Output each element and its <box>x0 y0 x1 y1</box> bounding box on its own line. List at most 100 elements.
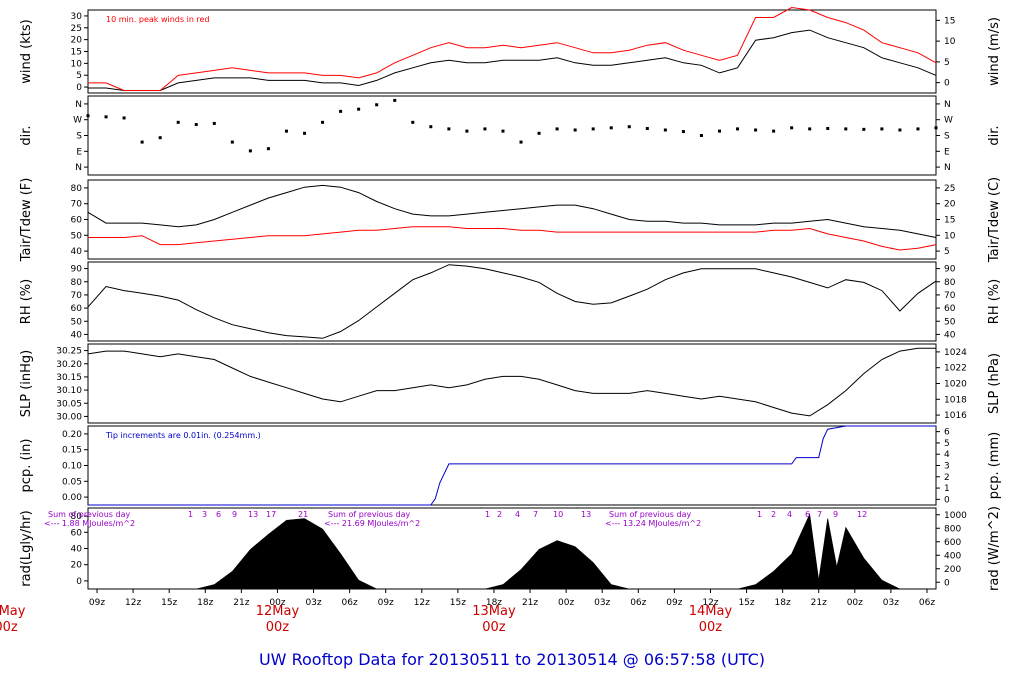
y-axis-label-left: Tair/Tdew (F) <box>19 178 34 263</box>
y-tick-label: 15 <box>71 48 82 58</box>
y-axis-label-right: rad (W/m^2) <box>987 506 1002 591</box>
y-tick-label: 30.05 <box>56 399 82 409</box>
data-point <box>429 125 433 129</box>
x-tick-label: 21z <box>811 598 827 608</box>
y-axis-label-right: SLP (hPa) <box>987 353 1002 414</box>
y-tick-label-right: 80 <box>944 278 956 288</box>
y-tick-label-right: 0 <box>944 495 950 505</box>
y-tick-label: 60 <box>71 304 83 314</box>
data-point <box>266 147 270 151</box>
data-point <box>844 127 848 131</box>
data-point <box>321 120 325 124</box>
y-tick-label-right: 1020 <box>944 380 967 390</box>
data-point <box>627 125 631 129</box>
data-point <box>86 114 90 118</box>
data-point <box>898 128 902 132</box>
y-tick-label: 50 <box>71 317 83 327</box>
y-tick-label: 90 <box>71 265 83 275</box>
data-point <box>609 126 613 130</box>
x-tick-label: 18z <box>197 598 213 608</box>
y-tick-label-right: 5 <box>944 439 950 449</box>
data-point <box>862 127 866 131</box>
rad-sum-label: Sum of previous day <box>609 510 691 519</box>
panel-annotation: 10 min. peak winds in red <box>106 15 210 24</box>
x-tick-label: 00z <box>558 598 574 608</box>
rad-sum-value: <--- 13.24 MJoules/m^2 <box>605 519 701 528</box>
panel-annotation: Tip increments are 0.01in. (0.254mm.) <box>105 431 261 440</box>
y-axis-label-right: Tair/Tdew (C) <box>987 177 1002 263</box>
data-point <box>122 116 126 120</box>
x-tick-label: 06z <box>630 598 646 608</box>
x-tick-label: 06z <box>919 598 935 608</box>
y-tick-label: 30.25 <box>56 347 82 357</box>
x-tick-label: 12z <box>125 598 141 608</box>
data-point <box>916 127 920 131</box>
data-point <box>537 131 541 135</box>
y-tick-label-right: 4 <box>944 450 950 460</box>
x-tick-label: 21z <box>522 598 538 608</box>
data-point <box>808 127 812 131</box>
rad-hour-label: 2 <box>771 510 776 519</box>
y-tick-label: 30.10 <box>56 386 82 396</box>
data-point <box>645 126 649 130</box>
y-tick-label: 25 <box>71 24 82 34</box>
y-tick-label: 50 <box>71 231 83 241</box>
day-label: 14May <box>689 604 733 619</box>
y-tick-label-right: 20 <box>944 200 956 210</box>
x-tick-label: 09z <box>89 598 105 608</box>
data-point <box>501 129 505 133</box>
y-tick-label-right: W <box>944 116 953 126</box>
data-point <box>790 126 794 130</box>
y-tick-label: 30.15 <box>56 373 82 383</box>
rad-sum-label: Sum of previous day <box>328 510 410 519</box>
y-tick-label: 80 <box>71 512 83 522</box>
y-tick-label-right: 40 <box>944 330 956 340</box>
y-tick-label-right: 5 <box>944 58 950 68</box>
y-tick-label: 30 <box>71 12 83 22</box>
y-tick-label: 70 <box>71 200 83 210</box>
y-tick-label: 0.00 <box>62 493 82 503</box>
rad-sum-value: <--- 1.88 MJoules/m^2 <box>44 519 135 528</box>
rad-sum-value: <--- 21.69 MJoules/m^2 <box>324 519 420 528</box>
rad-hour-label: 12 <box>857 510 867 519</box>
rad-hour-label: 6 <box>216 510 221 519</box>
y-tick-label: E <box>76 147 82 157</box>
panel-frame <box>87 343 937 424</box>
y-tick-label-right: 25 <box>944 184 955 194</box>
rad-hour-label: 9 <box>833 510 838 519</box>
panel-frame <box>87 261 937 342</box>
data-point <box>140 140 144 144</box>
y-tick-label: 10 <box>71 59 83 69</box>
y-axis-label-right: dir. <box>987 125 1002 145</box>
series-line <box>87 347 936 417</box>
data-point <box>375 103 379 107</box>
data-point <box>519 140 523 144</box>
rad-hour-label: 13 <box>248 510 258 519</box>
data-point <box>772 129 776 133</box>
data-point <box>736 127 740 131</box>
x-tick-label: 12z <box>414 598 430 608</box>
y-tick-label: 0.15 <box>62 446 82 456</box>
rad-hour-label: 13 <box>581 510 591 519</box>
data-point <box>176 120 180 124</box>
data-point <box>591 127 595 131</box>
data-point <box>555 127 559 131</box>
rad-hour-label: 4 <box>787 510 792 519</box>
y-tick-label: W <box>73 116 82 126</box>
day-label-time: 00z <box>699 620 723 635</box>
y-tick-label-right: 10 <box>944 37 956 47</box>
y-tick-label-right: 2 <box>944 473 950 483</box>
y-tick-label: 40 <box>71 545 83 555</box>
x-tick-label: 03z <box>594 598 610 608</box>
data-point <box>393 98 397 102</box>
y-tick-label: 20 <box>71 561 83 571</box>
x-tick-label: 03z <box>305 598 321 608</box>
data-point <box>465 129 469 133</box>
day-label-time: 00z <box>0 620 18 635</box>
y-tick-label: 60 <box>71 528 83 538</box>
y-tick-label: 30.20 <box>56 360 82 370</box>
data-point <box>411 120 415 124</box>
x-tick-label: 15z <box>450 598 466 608</box>
series-line <box>88 6 937 91</box>
y-tick-label-right: 600 <box>944 538 961 548</box>
